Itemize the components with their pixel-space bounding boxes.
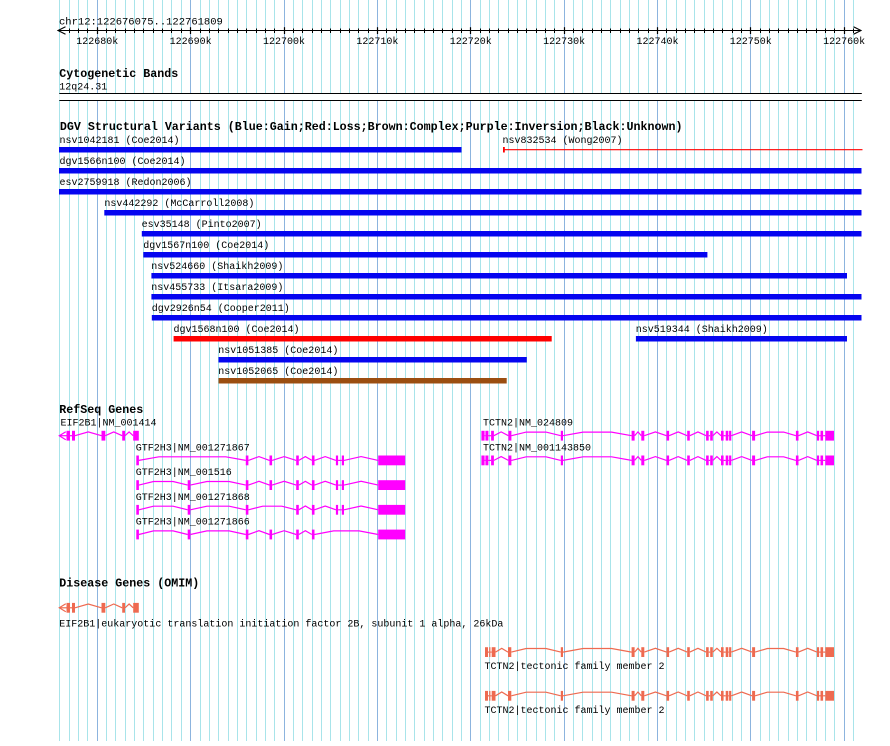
svg-text:nsv1042181 (Coe2014): nsv1042181 (Coe2014) (60, 135, 180, 147)
svg-text:GTF2H3|NM_001516: GTF2H3|NM_001516 (136, 467, 232, 479)
svg-text:GTF2H3|NM_001271866: GTF2H3|NM_001271866 (136, 517, 250, 529)
svg-text:GTF2H3|NM_001271868: GTF2H3|NM_001271868 (136, 492, 250, 504)
svg-text:EIF2B1|eukaryotic translation: EIF2B1|eukaryotic translation initiation… (59, 618, 503, 630)
svg-text:TCTN2|NM_024809: TCTN2|NM_024809 (483, 418, 573, 430)
svg-text:nsv832534 (Wong2007): nsv832534 (Wong2007) (503, 135, 623, 147)
svg-text:dgv1566n100 (Coe2014): dgv1566n100 (Coe2014) (60, 156, 186, 168)
svg-text:nsv455733 (Itsara2009): nsv455733 (Itsara2009) (151, 282, 283, 294)
svg-text:dgv2926n54 (Cooper2011): dgv2926n54 (Cooper2011) (152, 303, 290, 315)
svg-text:122700k: 122700k (263, 36, 305, 48)
svg-text:122740k: 122740k (636, 36, 678, 48)
svg-text:GTF2H3|NM_001271867: GTF2H3|NM_001271867 (136, 442, 250, 454)
svg-text:122730k: 122730k (543, 36, 585, 48)
svg-text:esv2759918 (Redon2006): esv2759918 (Redon2006) (60, 177, 192, 189)
svg-text:nsv524660 (Shaikh2009): nsv524660 (Shaikh2009) (151, 261, 283, 273)
svg-text:RefSeq Genes: RefSeq Genes (59, 403, 143, 417)
svg-text:122720k: 122720k (450, 36, 492, 48)
svg-text:122750k: 122750k (730, 36, 772, 48)
svg-text:12q24.31: 12q24.31 (59, 82, 107, 93)
svg-text:chr12:122676075..122761809: chr12:122676075..122761809 (59, 17, 223, 29)
svg-text:TCTN2|NM_001143850: TCTN2|NM_001143850 (483, 442, 591, 454)
svg-text:Cytogenetic Bands: Cytogenetic Bands (59, 67, 178, 81)
svg-text:nsv519344 (Shaikh2009): nsv519344 (Shaikh2009) (636, 324, 768, 336)
svg-text:DGV Structural Variants (Blue:: DGV Structural Variants (Blue:Gain;Red:L… (60, 120, 683, 134)
svg-text:122760k: 122760k (823, 36, 865, 48)
svg-text:EIF2B1|NM_001414: EIF2B1|NM_001414 (61, 418, 157, 430)
svg-text:122680k: 122680k (76, 36, 118, 48)
svg-text:Disease Genes (OMIM): Disease Genes (OMIM) (59, 576, 199, 590)
svg-text:122710k: 122710k (356, 36, 398, 48)
svg-text:TCTN2|tectonic family member 2: TCTN2|tectonic family member 2 (485, 661, 665, 673)
svg-text:nsv442292 (McCarroll2008): nsv442292 (McCarroll2008) (104, 198, 254, 210)
svg-text:122690k: 122690k (170, 36, 212, 48)
svg-text:esv35148 (Pinto2007): esv35148 (Pinto2007) (142, 219, 262, 231)
svg-text:dgv1568n100 (Coe2014): dgv1568n100 (Coe2014) (174, 324, 300, 336)
svg-text:nsv1052065 (Coe2014): nsv1052065 (Coe2014) (218, 366, 338, 378)
svg-text:nsv1051385 (Coe2014): nsv1051385 (Coe2014) (218, 345, 338, 357)
svg-text:TCTN2|tectonic family member 2: TCTN2|tectonic family member 2 (485, 705, 665, 717)
svg-text:dgv1567n100 (Coe2014): dgv1567n100 (Coe2014) (143, 240, 269, 252)
